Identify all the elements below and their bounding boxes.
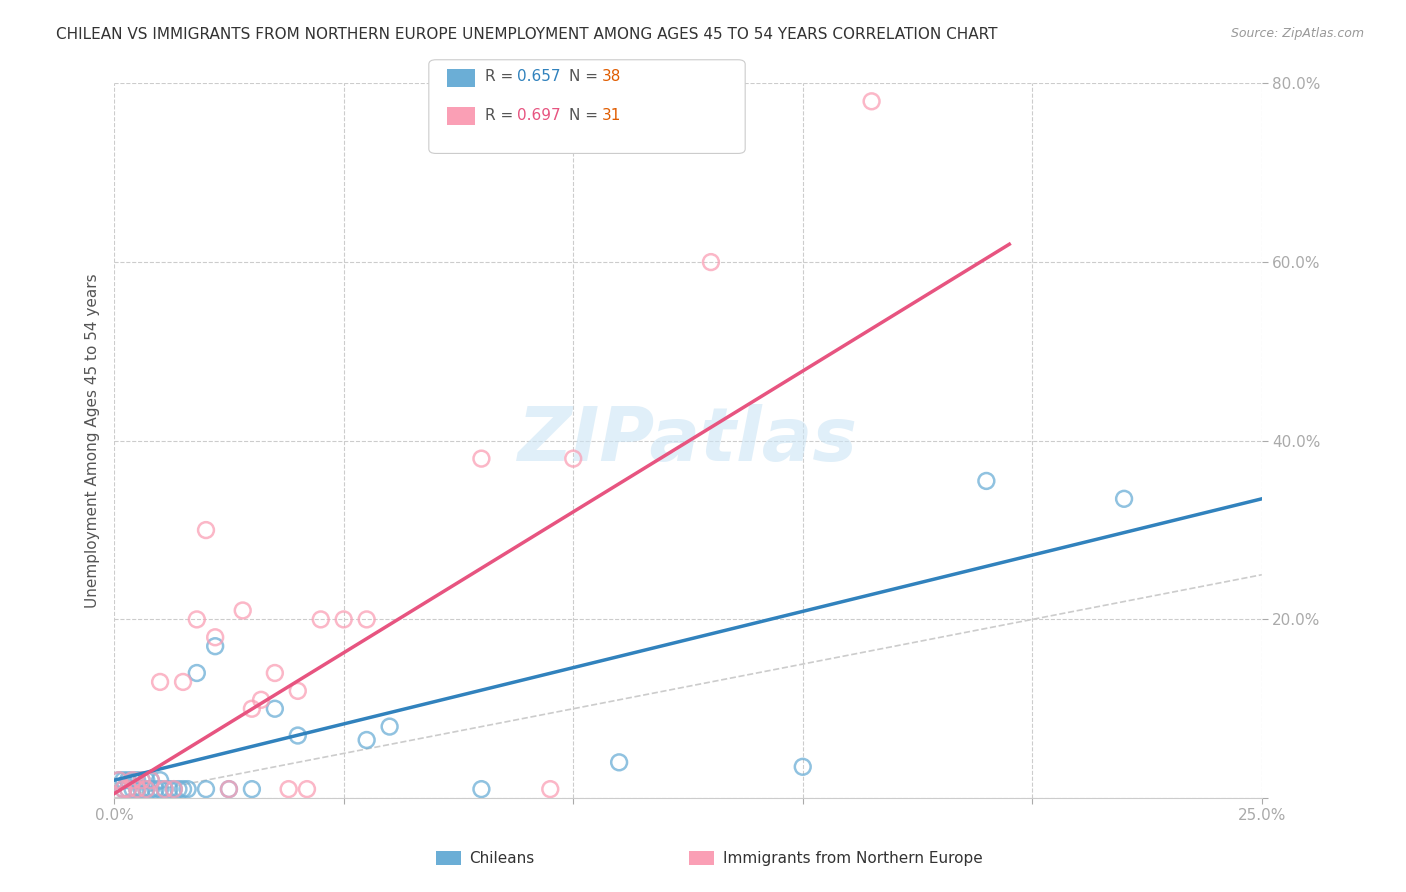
Point [240, 782, 263, 797]
Point [976, 474, 998, 488]
Point [117, 782, 139, 797]
Point [607, 756, 630, 770]
Point [145, 782, 167, 797]
Point [112, 782, 135, 797]
Point [195, 523, 218, 537]
Point [538, 782, 561, 797]
Point [792, 760, 814, 774]
Point [378, 720, 401, 734]
Text: Source: ZipAtlas.com: Source: ZipAtlas.com [1230, 27, 1364, 40]
Point [149, 773, 172, 788]
Point [112, 782, 135, 797]
Point [127, 782, 149, 797]
Point [176, 782, 198, 797]
Point [117, 782, 139, 797]
Point [135, 782, 157, 797]
Text: 38: 38 [602, 70, 621, 84]
Text: 0.657: 0.657 [517, 70, 561, 84]
Point [127, 773, 149, 788]
Point [195, 782, 218, 797]
Point [218, 782, 240, 797]
Point [139, 782, 162, 797]
Point [157, 782, 180, 797]
Point [149, 782, 172, 797]
Point [135, 773, 157, 788]
Point [700, 255, 723, 269]
Point [121, 773, 143, 788]
Point [204, 630, 226, 644]
Point [250, 693, 273, 707]
Point [121, 773, 143, 788]
Point [277, 782, 299, 797]
Point [139, 773, 162, 788]
Point [287, 729, 309, 743]
Text: N =: N = [569, 108, 603, 122]
Point [186, 665, 208, 680]
Point [127, 782, 149, 797]
Point [186, 612, 208, 626]
Point [172, 782, 194, 797]
Text: ZIPatlas: ZIPatlas [517, 404, 858, 477]
Point [163, 782, 186, 797]
Text: Immigrants from Northern Europe: Immigrants from Northern Europe [723, 851, 983, 865]
Point [860, 95, 883, 109]
Point [263, 702, 285, 716]
Point [107, 773, 129, 788]
Point [287, 684, 309, 698]
Point [149, 675, 172, 690]
Point [232, 603, 254, 617]
Text: CHILEAN VS IMMIGRANTS FROM NORTHERN EUROPE UNEMPLOYMENT AMONG AGES 45 TO 54 YEAR: CHILEAN VS IMMIGRANTS FROM NORTHERN EURO… [56, 27, 998, 42]
Text: R =: R = [485, 70, 519, 84]
Point [309, 612, 332, 626]
Point [240, 702, 263, 716]
Point [117, 773, 139, 788]
Text: Chileans: Chileans [470, 851, 534, 865]
Point [131, 782, 153, 797]
Point [218, 782, 240, 797]
Text: N =: N = [569, 70, 603, 84]
Point [470, 451, 492, 466]
Point [172, 675, 194, 690]
Text: R =: R = [485, 108, 519, 122]
Point [167, 782, 190, 797]
Point [356, 733, 378, 747]
Point [153, 782, 176, 797]
Point [1112, 491, 1135, 506]
Point [135, 782, 157, 797]
Point [153, 782, 176, 797]
Point [295, 782, 318, 797]
Point [112, 773, 135, 788]
Text: 31: 31 [602, 108, 621, 122]
Point [332, 612, 354, 626]
Point [562, 451, 585, 466]
Point [470, 782, 492, 797]
Point [139, 773, 162, 788]
Point [121, 782, 143, 797]
Point [356, 612, 378, 626]
Point [263, 665, 285, 680]
Point [131, 773, 153, 788]
Point [163, 782, 186, 797]
Text: 0.697: 0.697 [517, 108, 561, 122]
Y-axis label: Unemployment Among Ages 45 to 54 years: Unemployment Among Ages 45 to 54 years [86, 274, 100, 608]
Point [204, 639, 226, 653]
Point [107, 773, 129, 788]
Point [131, 773, 153, 788]
